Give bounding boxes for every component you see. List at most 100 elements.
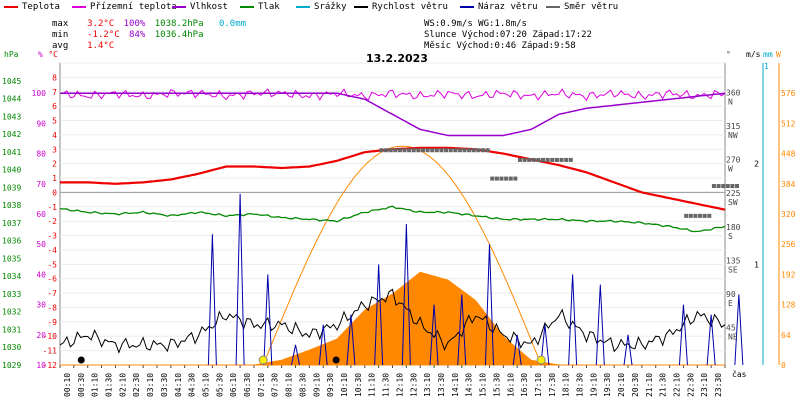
axis-hpa-tick: 1038 <box>2 201 21 210</box>
wind-gust-spike <box>263 274 273 366</box>
axis-ms-tick: 1 <box>754 260 759 269</box>
axis-pct-tick: 20 <box>36 331 46 340</box>
axis-time-tick: 16:30 <box>520 373 529 397</box>
wind-gust-spike <box>374 264 384 366</box>
axis-w-tick: 576 <box>781 89 796 98</box>
axis-time-tick: 19:10 <box>589 373 598 397</box>
axis-time-tick: 00:30 <box>77 373 86 397</box>
axis-deg-tick: 45 <box>726 323 736 332</box>
radiation-area <box>60 271 725 366</box>
axis-time-tick: 23:10 <box>700 373 709 397</box>
wind-gust-spike <box>706 314 716 366</box>
wind-direction-mark <box>402 148 407 153</box>
axis-w-tick: 384 <box>781 180 796 189</box>
wind-direction-mark <box>476 148 481 153</box>
wind-direction-mark <box>425 148 430 153</box>
axis-hpa-tick: 1041 <box>2 148 21 157</box>
stats-min-press: 1036.4hPa <box>154 30 204 40</box>
wind-gust-spike <box>346 314 356 366</box>
wind-direction-mark <box>420 148 425 153</box>
axis-time-tick: 04:30 <box>188 373 197 397</box>
wind-direction-mark <box>393 148 398 153</box>
wind-speed-line <box>59 288 726 354</box>
wind-direction-mark <box>439 148 444 153</box>
axis-ms-tick: 2 <box>754 160 759 169</box>
axis-degc-tick: -9 <box>47 318 57 327</box>
axis-mm-tick: 1 <box>764 62 769 71</box>
legend-item: Směr větru <box>546 2 618 12</box>
wind-direction-mark <box>494 176 499 181</box>
legend-swatch <box>546 5 560 8</box>
axis-pct-tick: 80 <box>36 150 46 159</box>
axis-time-tick: 01:30 <box>104 373 113 397</box>
moonset-marker <box>332 356 340 364</box>
axis-pct-tick: 100 <box>32 89 47 98</box>
sunrise-marker <box>258 355 268 365</box>
wind-gust-spike <box>512 334 522 366</box>
wind-direction-mark <box>448 148 453 153</box>
wind-direction-mark <box>554 157 559 162</box>
wind-direction-mark <box>545 157 550 162</box>
axis-time-label: čas <box>732 369 747 379</box>
legend-label: Vlhkost <box>190 2 228 12</box>
wind-direction-mark <box>407 148 412 153</box>
axis-degc-tick: -8 <box>47 303 57 312</box>
stats-min-label: min <box>52 30 69 40</box>
wind-direction-mark <box>536 157 541 162</box>
axis-w-tick: 320 <box>781 210 796 219</box>
axis-time-tick: 23:30 <box>714 373 723 397</box>
legend-swatch <box>72 5 86 8</box>
axis-degc-tick: -10 <box>43 332 58 341</box>
wind-direction-mark <box>568 157 573 162</box>
axis-ms-label: m/s <box>746 50 761 59</box>
axis-dir-tick: N <box>728 98 733 107</box>
wind-direction-mark <box>702 213 707 218</box>
axis-time-tick: 01:10 <box>91 373 100 397</box>
axis-time-tick: 17:30 <box>548 373 557 397</box>
legend-swatch <box>240 5 254 8</box>
axis-pct-tick: 50 <box>36 240 46 249</box>
axis-w-tick: 0 <box>781 361 786 370</box>
axis-time-tick: 07:30 <box>271 373 280 397</box>
wind-gust-spike <box>429 304 439 366</box>
axis-deg-tick: 180 <box>726 223 741 232</box>
legend-label: Směr větru <box>564 2 619 12</box>
axis-hpa-tick: 1040 <box>2 166 21 175</box>
axis-time-tick: 08:30 <box>298 373 307 397</box>
stats-max-hum: 100% <box>123 19 146 29</box>
axis-deg-tick: 360 <box>726 89 741 98</box>
axis-degc-tick: 2 <box>52 160 57 169</box>
legend-swatch <box>4 5 18 8</box>
wind-direction-mark <box>550 157 555 162</box>
axis-deg-tick: 270 <box>726 156 741 165</box>
info-block: WS:0.9m/s WG:1.8m/s Slunce Východ:07:20 … <box>424 19 592 52</box>
legend-item: Teplota <box>4 2 60 12</box>
wind-direction-mark <box>531 157 536 162</box>
axis-degc-label: °C <box>48 50 58 59</box>
wind-direction-mark <box>508 176 513 181</box>
axis-time-tick: 14:30 <box>465 373 474 397</box>
axis-deg-tick: 90 <box>726 290 736 299</box>
wind-gust-spike <box>401 224 411 366</box>
legend-item: Náraz větru <box>460 2 538 12</box>
stats-max-rain: 0.0mm <box>218 19 247 29</box>
axis-w-tick: 448 <box>781 150 796 159</box>
stats-avg-temp: 1.4°C <box>87 41 115 51</box>
axis-deg-tick: 315 <box>726 122 741 131</box>
wind-direction-mark <box>735 184 740 189</box>
stats-max-row: max 3.2°C 100% 1038.2hPa 0.0mm <box>52 19 246 30</box>
axis-pct-label: % <box>38 50 43 59</box>
axis-time-tick: 03:10 <box>146 373 155 397</box>
axis-degc-tick: 6 <box>52 102 57 111</box>
wind-gust-spike <box>678 304 688 366</box>
axis-time-tick: 10:30 <box>354 373 363 397</box>
axis-time-tick: 11:30 <box>382 373 391 397</box>
axis-pct-tick: 90 <box>36 119 46 128</box>
wind-gust-spike <box>568 274 578 366</box>
wind-gust-spike <box>207 234 217 366</box>
wind-direction-mark <box>481 148 486 153</box>
legend-label: Rychlost větru <box>372 2 448 12</box>
wind-direction-mark <box>434 148 439 153</box>
